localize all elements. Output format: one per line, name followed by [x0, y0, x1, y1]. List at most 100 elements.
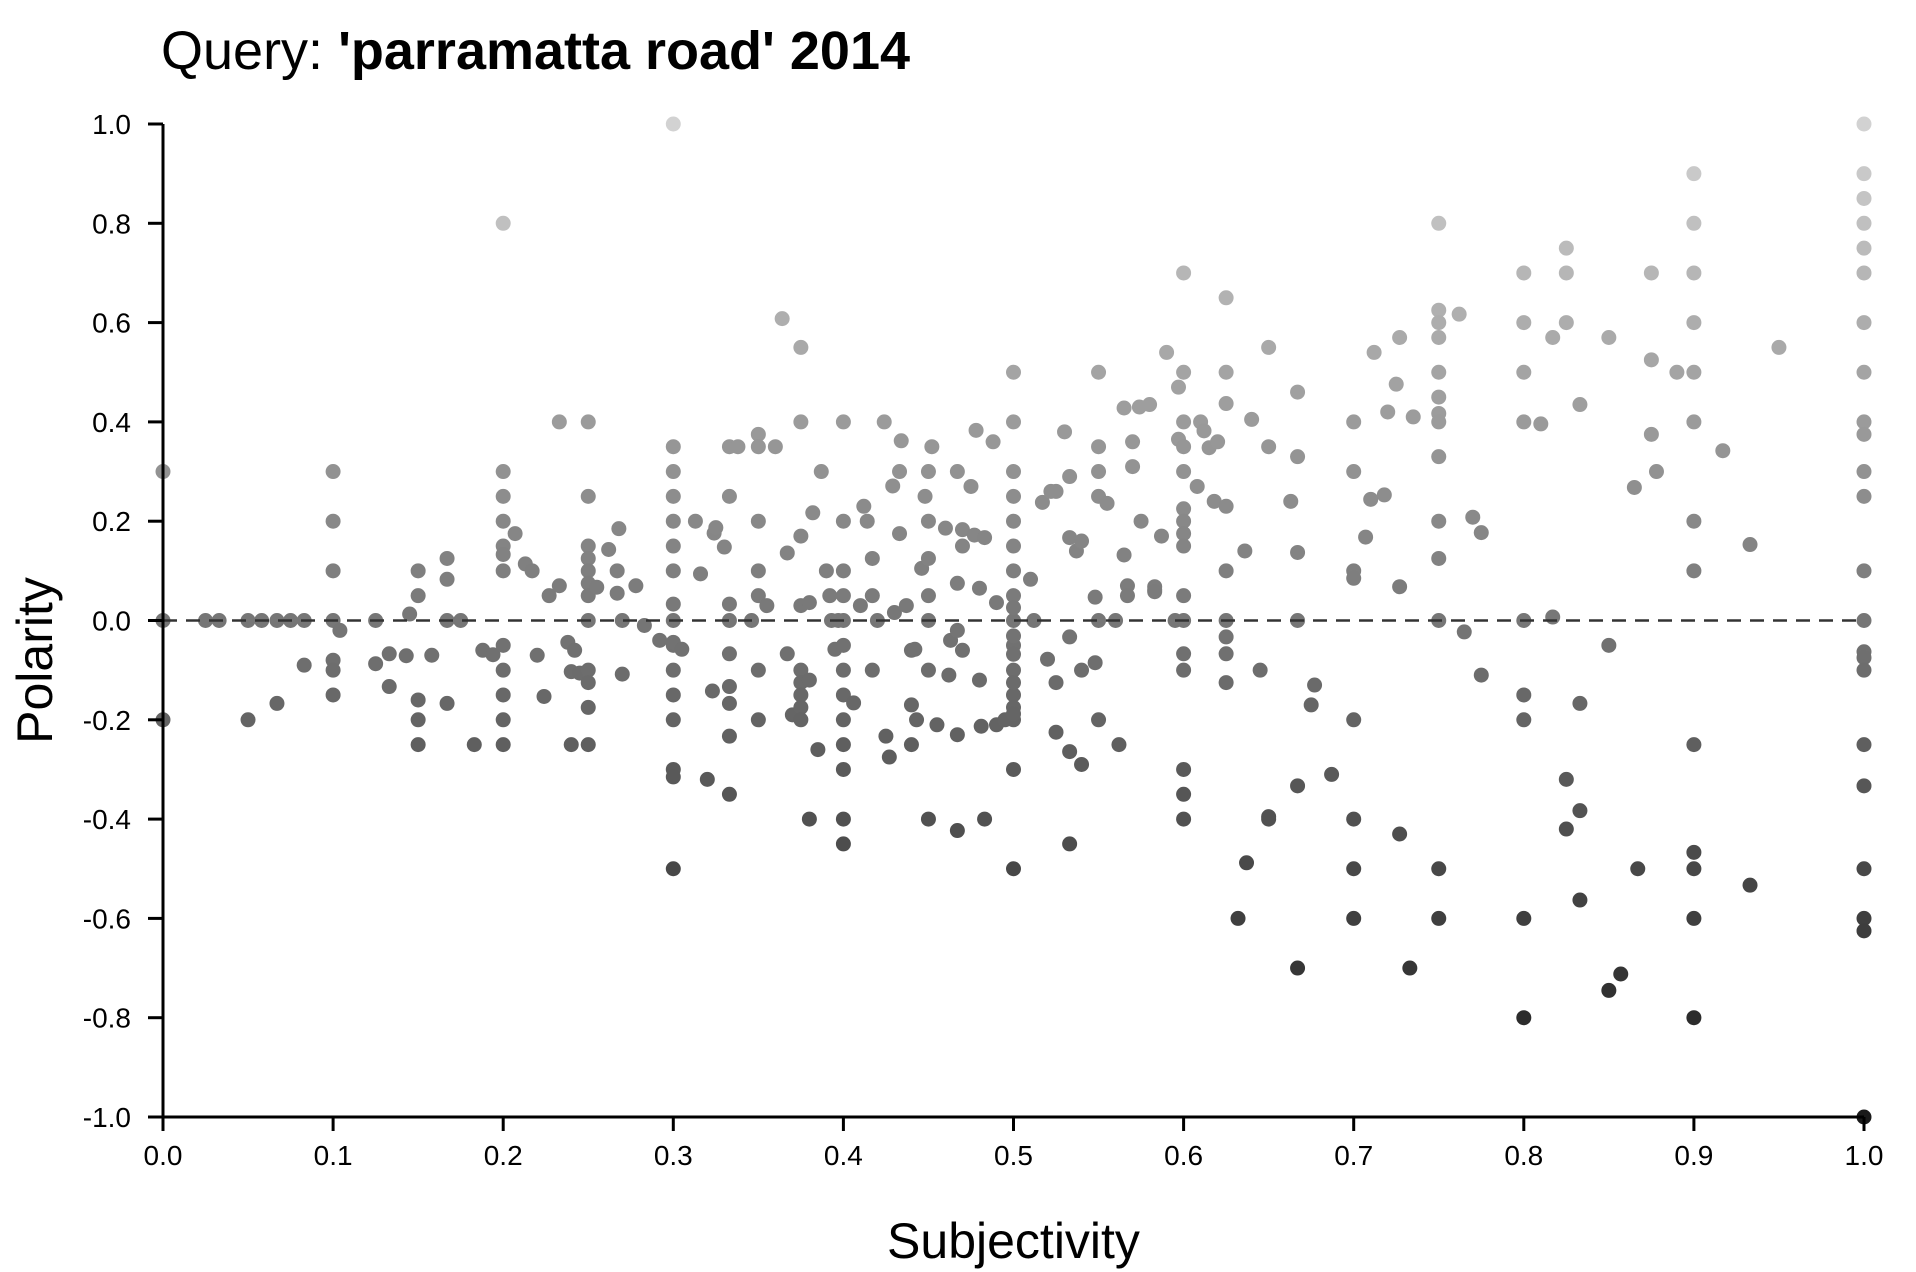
data-point: [1006, 588, 1021, 604]
data-point: [589, 579, 605, 595]
data-point: [580, 563, 596, 579]
data-point: [1431, 389, 1447, 405]
data-point: [835, 761, 851, 777]
data-point: [1176, 646, 1192, 662]
data-point: [614, 666, 630, 682]
data-point: [1290, 384, 1306, 400]
data-point: [779, 646, 795, 662]
data-point: [859, 513, 875, 529]
data-point: [1545, 329, 1561, 345]
data-point: [495, 513, 511, 529]
data-point: [1431, 215, 1447, 231]
data-point: [665, 687, 681, 703]
data-point: [1230, 910, 1246, 926]
data-point: [704, 683, 720, 699]
data-point: [1091, 439, 1107, 455]
data-point: [1048, 483, 1064, 499]
data-point: [1601, 637, 1617, 653]
data-point: [750, 588, 766, 604]
data-point: [1091, 464, 1107, 480]
data-point: [495, 546, 511, 562]
chart-title: Query: 'parramatta road' 2014: [161, 20, 910, 82]
data-point: [750, 513, 766, 529]
chart-title-prefix: Query:: [161, 21, 339, 81]
data-point: [1176, 501, 1192, 517]
data-point: [920, 588, 936, 604]
data-point: [1856, 265, 1872, 281]
data-point: [652, 632, 668, 648]
data-point: [402, 606, 418, 622]
y-tick-label: -0.2: [83, 705, 131, 736]
data-point: [1006, 761, 1021, 777]
chart-title-query: 'parramatta road' 2014: [338, 21, 911, 81]
data-point: [835, 513, 851, 529]
data-point: [750, 563, 766, 579]
data-point: [1742, 537, 1758, 553]
data-point: [920, 550, 936, 566]
data-point: [439, 571, 455, 587]
data-point: [878, 728, 894, 744]
data-point: [495, 712, 511, 728]
x-tick-label: 0.4: [824, 1140, 863, 1171]
data-point: [507, 526, 523, 542]
data-point: [1239, 855, 1255, 871]
data-point: [665, 712, 681, 728]
data-point: [1380, 404, 1396, 420]
data-point: [269, 695, 285, 711]
data-point: [1176, 364, 1192, 380]
data-point: [750, 426, 766, 442]
data-point: [1099, 495, 1115, 511]
data-point: [721, 646, 737, 662]
data-point: [1006, 464, 1021, 480]
data-point: [779, 545, 795, 561]
x-tick-label: 0.1: [314, 1140, 353, 1171]
data-point: [1133, 513, 1149, 529]
data-point: [1196, 423, 1212, 439]
data-point: [580, 662, 596, 678]
data-point: [665, 488, 681, 504]
data-point: [1176, 464, 1192, 480]
data-point: [1856, 215, 1872, 231]
data-point: [453, 613, 469, 628]
data-point: [524, 563, 540, 579]
data-point: [949, 727, 965, 743]
data-point: [567, 642, 583, 658]
data-point: [424, 647, 440, 663]
data-point: [325, 662, 341, 678]
data-point: [665, 769, 681, 785]
data-point: [813, 464, 829, 480]
data-point: [368, 656, 384, 672]
data-point: [1119, 588, 1135, 604]
data-point: [1048, 724, 1064, 740]
data-point: [1218, 563, 1234, 579]
data-point: [580, 414, 596, 430]
data-point: [1431, 550, 1447, 566]
data-point: [1290, 778, 1306, 794]
data-point: [1856, 613, 1872, 628]
data-point: [536, 688, 552, 704]
data-point: [1006, 646, 1021, 662]
data-point: [1176, 811, 1192, 827]
data-point: [1125, 459, 1141, 475]
data-point: [1252, 662, 1268, 678]
data-point: [1686, 166, 1702, 182]
data-point: [835, 737, 851, 753]
data-point: [730, 439, 746, 455]
data-point: [968, 422, 984, 438]
data-point: [1170, 379, 1186, 395]
data-point: [1856, 315, 1872, 331]
data-point: [1210, 434, 1226, 450]
data-point: [410, 588, 426, 604]
data-point: [721, 679, 737, 695]
data-point: [699, 771, 715, 787]
data-point: [1856, 190, 1872, 206]
data-point: [665, 538, 681, 554]
data-point: [1006, 538, 1021, 554]
data-point: [410, 737, 426, 753]
data-point: [325, 464, 341, 480]
data-point: [963, 478, 979, 494]
data-point: [885, 478, 901, 494]
data-point: [325, 687, 341, 703]
data-point: [495, 637, 511, 653]
data-point: [1856, 861, 1872, 877]
